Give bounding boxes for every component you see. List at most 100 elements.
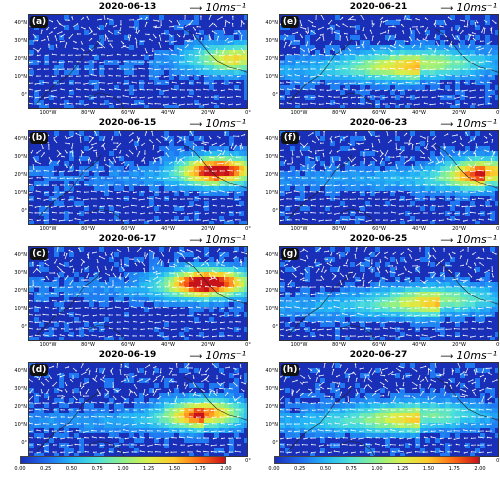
field-cell <box>310 45 315 50</box>
wind-vector-head <box>109 409 111 412</box>
field-cell <box>485 15 490 20</box>
field-cell <box>109 20 114 25</box>
field-cell <box>420 50 425 55</box>
wind-vector <box>155 26 162 28</box>
field-cell <box>184 191 189 196</box>
wind-vector-head <box>84 95 86 98</box>
field-cell <box>159 428 164 433</box>
wind-vector <box>104 33 109 39</box>
field-cell <box>360 45 365 50</box>
wind-vector <box>180 279 186 282</box>
wind-vector-head <box>151 131 153 133</box>
wind-vector-head <box>84 104 86 106</box>
wind-vector-head <box>138 82 141 84</box>
field-cell <box>194 156 199 161</box>
field-cell <box>29 418 34 423</box>
wind-vector-head <box>58 276 60 278</box>
wind-vector <box>43 444 50 447</box>
field-cell <box>84 408 89 413</box>
wind-vector <box>131 96 138 99</box>
wind-vector-head <box>235 144 237 147</box>
wind-vector-head <box>122 451 125 454</box>
field-cell <box>69 176 74 181</box>
wind-vector-head <box>457 29 459 32</box>
wind-vector <box>195 212 202 215</box>
wind-vector-head <box>127 36 130 39</box>
field-cell <box>179 292 184 297</box>
wind-vector <box>29 102 34 105</box>
wind-vector <box>219 451 226 453</box>
field-cell <box>345 80 350 85</box>
latitude-label: 0° <box>21 207 27 214</box>
field-cell <box>114 443 119 448</box>
wind-vector <box>132 81 138 84</box>
field-cell <box>49 292 54 297</box>
wind-vector-head <box>168 284 170 287</box>
wind-vector-head <box>68 37 70 39</box>
wind-vector-head <box>205 143 207 146</box>
wind-vector <box>99 61 106 64</box>
wind-vector <box>195 54 202 57</box>
field-cell <box>154 55 159 60</box>
field-cell <box>164 297 169 302</box>
field-cell <box>69 196 74 201</box>
field-cell <box>234 398 239 403</box>
wind-vector <box>44 300 50 302</box>
field-cell <box>465 80 470 85</box>
wind-vector <box>124 307 130 310</box>
field-cell <box>199 423 204 428</box>
wind-vector-head <box>237 444 239 446</box>
wind-vector <box>216 153 221 158</box>
wind-vector <box>99 256 106 260</box>
field-cell <box>214 171 219 176</box>
wind-vector-head <box>196 306 198 308</box>
wind-vector-head <box>288 45 290 47</box>
field-cell <box>385 80 390 85</box>
field-cell <box>174 206 179 211</box>
wind-vector-head <box>165 81 167 83</box>
wind-vector-head <box>138 261 141 263</box>
wind-vector-head <box>197 273 199 275</box>
wind-vector <box>86 272 90 278</box>
field-cell <box>139 423 144 428</box>
field-cell <box>400 65 405 70</box>
wind-vector-head <box>119 369 121 371</box>
field-cell <box>214 363 219 368</box>
wind-vector-head <box>108 159 111 161</box>
wind-vector-head <box>82 385 85 387</box>
field-cell <box>239 186 244 191</box>
wind-vector <box>363 33 367 39</box>
field-cell <box>244 151 247 156</box>
field-cell <box>425 40 430 45</box>
field-cell <box>44 60 49 65</box>
field-cell <box>69 90 74 95</box>
wind-vector-head <box>69 90 71 92</box>
wind-vector-head <box>205 54 207 56</box>
field-cell <box>199 433 204 438</box>
field-cell <box>234 70 239 75</box>
wind-vector <box>208 36 210 42</box>
wind-vector-head <box>157 151 159 153</box>
wind-vector <box>172 422 178 425</box>
wind-vector-head <box>212 75 215 77</box>
wind-vector <box>219 293 226 295</box>
wind-vector <box>165 152 170 158</box>
wind-vector <box>315 37 320 42</box>
wind-vector-head <box>154 159 156 162</box>
map-panel-c: 2020-06-17 ⟶ 10ms⁻¹ (c) 40°N 30°N 20°N 10°N 0° 10… <box>4 234 251 351</box>
wind-vector-head <box>157 263 159 265</box>
field-cell <box>109 282 114 287</box>
wind-vector-head <box>205 254 207 256</box>
field-cell <box>119 171 124 176</box>
wind-vector-head <box>202 68 205 70</box>
wind-vector-head <box>152 268 154 270</box>
field-cell <box>219 287 224 292</box>
wind-vector <box>211 190 218 193</box>
wind-vector <box>92 68 98 70</box>
field-cell <box>169 70 174 75</box>
wind-vector-head <box>36 39 39 42</box>
field-cell <box>204 191 209 196</box>
field-cell <box>189 156 194 161</box>
field-cell <box>44 181 49 186</box>
wind-vector <box>203 88 210 91</box>
